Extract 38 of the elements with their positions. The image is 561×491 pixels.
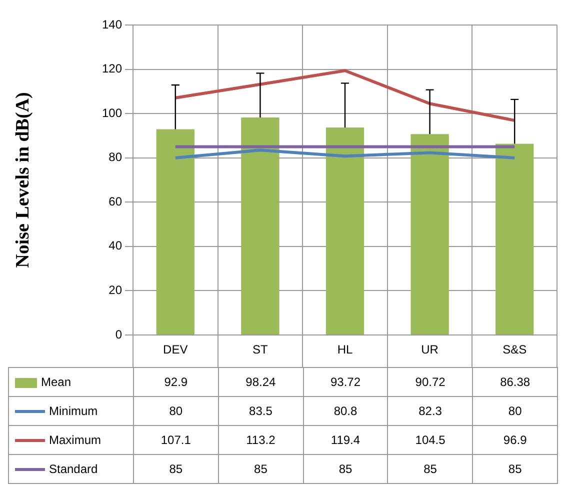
data-label: 85 — [218, 454, 304, 484]
data-label: 107.1 — [134, 426, 218, 454]
legend-label: Minimum — [8, 396, 134, 426]
data-label: 82.3 — [388, 396, 473, 426]
data-label: 90.72 — [388, 368, 473, 396]
x-tick-label: S&S — [502, 342, 527, 357]
legend-label: Mean — [8, 368, 134, 396]
x-tick-label: ST — [252, 342, 269, 357]
data-label: 96.9 — [472, 426, 558, 454]
data-label: 80.8 — [303, 396, 388, 426]
data-label: 104.5 — [388, 426, 473, 454]
data-label: 85 — [388, 454, 473, 484]
legend-label: Maximum — [8, 426, 134, 454]
y-tick-label: 120 — [102, 62, 122, 76]
y-tick-label: 20 — [108, 283, 122, 298]
data-label: 119.4 — [303, 426, 388, 454]
y-axis-title: Noise Levels in dB(A) — [12, 92, 34, 268]
y-tick-label: 140 — [102, 17, 122, 32]
data-label: 93.72 — [303, 368, 388, 396]
x-tick-label: DEV — [163, 342, 188, 357]
x-tick-label: HL — [337, 342, 353, 357]
y-tick-label: 60 — [108, 194, 122, 208]
data-label: 113.2 — [218, 426, 304, 454]
data-label: 86.38 — [472, 368, 558, 396]
y-tick-label: 80 — [108, 150, 122, 164]
legend-label: Standard — [8, 454, 134, 484]
data-label: 80 — [134, 396, 218, 426]
y-tick-label: 0 — [115, 327, 122, 342]
data-label: 85 — [303, 454, 388, 484]
data-label: 98.24 — [218, 368, 304, 396]
data-label: 85 — [134, 454, 218, 484]
data-label: 92.9 — [134, 368, 218, 396]
data-label: 85 — [472, 454, 558, 484]
x-tick-label: UR — [421, 342, 439, 357]
data-label: 83.5 — [218, 396, 304, 426]
y-tick-label: 40 — [108, 238, 122, 253]
y-tick-label: 100 — [102, 106, 122, 120]
data-label: 80 — [472, 396, 558, 426]
